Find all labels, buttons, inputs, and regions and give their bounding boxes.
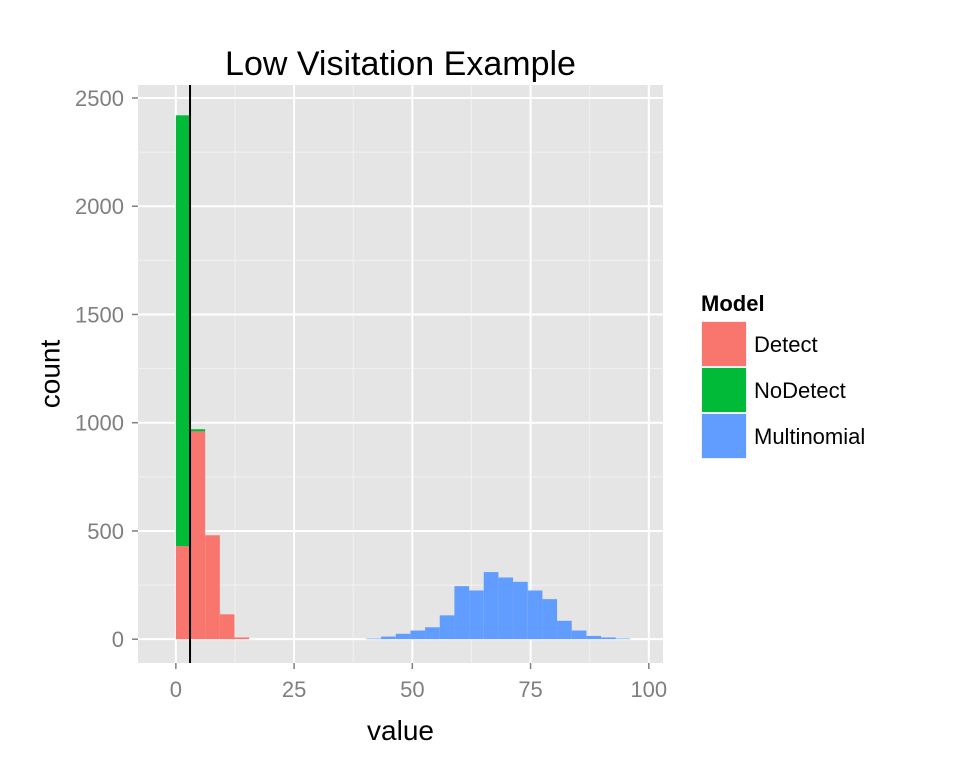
- x-tick-label: 0: [170, 677, 182, 702]
- bar-multinomial: [483, 572, 499, 640]
- bar-detect: [175, 546, 191, 640]
- y-tick-label: 1500: [75, 302, 124, 327]
- x-tick-label: 50: [400, 677, 424, 702]
- y-tick-label: 1000: [75, 411, 124, 436]
- bar-multinomial: [557, 620, 572, 640]
- x-tick-label: 25: [282, 677, 306, 702]
- bar-multinomial: [513, 581, 528, 640]
- bar-multinomial: [439, 615, 455, 640]
- x-axis-title: value: [367, 715, 434, 746]
- bar-multinomial: [366, 638, 382, 640]
- bar-multinomial: [601, 637, 616, 640]
- y-axis-title: count: [34, 340, 65, 409]
- x-tick-label: 100: [630, 677, 667, 702]
- bar-multinomial: [615, 638, 631, 640]
- legend-label-detect: Detect: [754, 332, 818, 357]
- legend-title: Model: [701, 291, 765, 316]
- y-axis: 0 500 1000 1500 2000 2500: [75, 86, 138, 652]
- y-tick-label: 2000: [75, 194, 124, 219]
- bar-multinomial: [425, 627, 440, 640]
- legend: Model Detect NoDetect Multinomial: [701, 291, 865, 459]
- bar-detect: [205, 535, 220, 640]
- histogram-bars: [175, 115, 631, 640]
- bar-multinomial: [542, 599, 558, 640]
- bar-multinomial: [469, 590, 484, 640]
- legend-key-detect: [702, 322, 746, 366]
- legend-label-multinomial: Multinomial: [754, 424, 865, 449]
- x-tick-label: 75: [518, 677, 542, 702]
- bar-multinomial: [586, 635, 602, 640]
- legend-label-nodetect: NoDetect: [754, 378, 846, 403]
- bar-nodetect: [190, 429, 206, 432]
- y-tick-label: 500: [87, 519, 124, 544]
- chart-title: Low Visitation Example: [225, 45, 576, 83]
- bar-detect: [234, 637, 250, 640]
- x-axis: 0 25 50 75 100: [170, 663, 667, 702]
- y-tick-label: 0: [112, 627, 124, 652]
- grid-minor: [138, 85, 663, 663]
- bar-multinomial: [527, 590, 543, 640]
- bar-detect: [219, 614, 235, 640]
- bar-multinomial: [454, 586, 470, 640]
- bar-detect: [190, 431, 206, 640]
- bar-multinomial: [498, 577, 514, 640]
- bar-multinomial: [381, 636, 396, 640]
- legend-key-nodetect: [702, 368, 746, 412]
- bar-nodetect: [175, 115, 191, 547]
- bar-multinomial: [395, 633, 411, 640]
- plot-panel: [138, 85, 663, 663]
- bar-multinomial: [410, 630, 426, 640]
- bar-multinomial: [571, 630, 587, 640]
- y-tick-label: 2500: [75, 86, 124, 111]
- legend-key-multinomial: [702, 414, 746, 458]
